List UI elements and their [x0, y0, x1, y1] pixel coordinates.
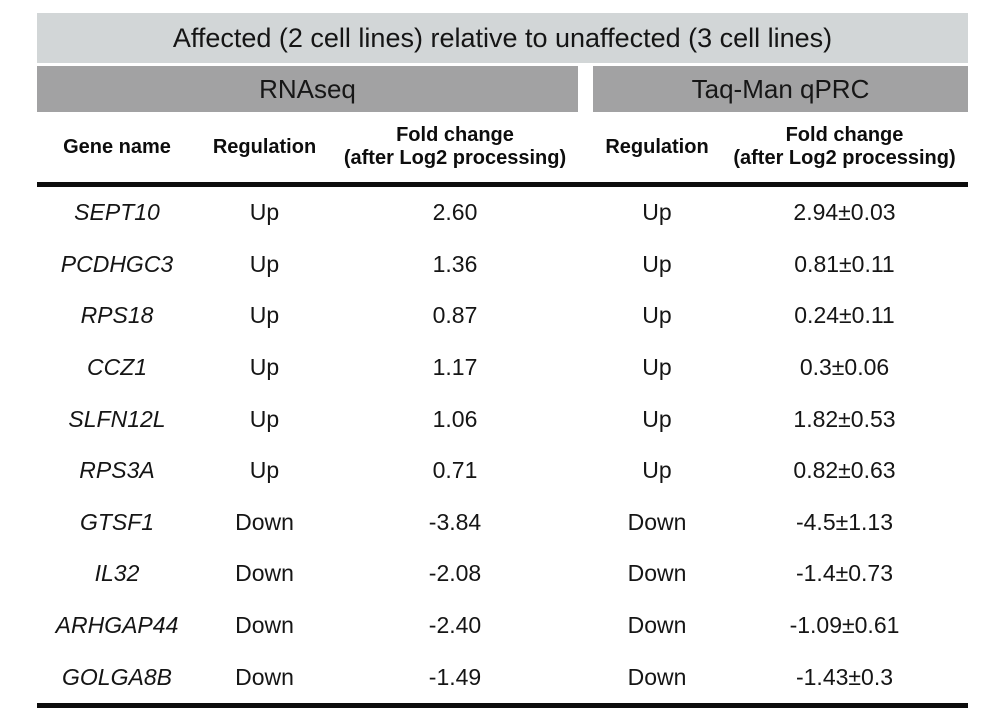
qpcr-fold-change-cell: 0.81±0.11: [794, 250, 895, 277]
qpcr-fold-change-cell: -4.5±1.13: [795, 508, 894, 535]
qpcr-regulation-cell: Up: [642, 199, 672, 226]
column-header-fold-rnaseq-line1: Fold change: [396, 124, 514, 146]
rnaseq-regulation-cell: Down: [235, 508, 294, 535]
column-gap-cell: [578, 187, 593, 239]
section-label-rnaseq: RNAseq: [259, 73, 356, 104]
qpcr-regulation-cell: Down: [627, 663, 687, 690]
table-row: GTSF1 Down -3.84 Down -4.5±1.13: [37, 497, 968, 549]
qpcr-fold-change-cell: -1.09±0.61: [789, 612, 900, 639]
column-gap-cell: [578, 548, 593, 600]
qpcr-regulation-cell: Down: [627, 560, 687, 587]
gene-name-cell: PCDHGC3: [60, 250, 174, 277]
qpcr-regulation-cell: Up: [642, 405, 672, 432]
band-divider: [37, 63, 968, 66]
rnaseq-regulation-cell: Up: [249, 354, 280, 381]
qpcr-regulation-cell: Down: [627, 508, 687, 535]
table-title: Affected (2 cell lines) relative to unaf…: [172, 22, 833, 53]
column-header-regulation-qpcr: Regulation: [593, 112, 721, 182]
qpcr-fold-change-cell: 0.3±0.06: [799, 354, 890, 381]
rnaseq-fold-change-cell: -1.49: [428, 663, 482, 690]
column-gap-cell: [578, 600, 593, 652]
qpcr-regulation-cell: Up: [642, 250, 672, 277]
table-row: IL32 Down -2.08 Down -1.4±0.73: [37, 548, 968, 600]
rnaseq-fold-change-cell: -3.84: [428, 508, 482, 535]
column-header-regulation-rnaseq-label: Regulation: [212, 135, 317, 158]
rnaseq-regulation-cell: Up: [249, 302, 280, 329]
column-gap-cell: [578, 342, 593, 394]
section-gap: [578, 66, 593, 112]
rnaseq-regulation-cell: Up: [249, 457, 280, 484]
section-header-qpcr: Taq-Man qPRC: [593, 66, 968, 112]
table-row: SLFN12L Up 1.06 Up 1.82±0.53: [37, 393, 968, 445]
rnaseq-regulation-cell: Down: [235, 663, 294, 690]
column-gap-cell: [578, 290, 593, 342]
gene-name-cell: ARHGAP44: [55, 612, 179, 639]
column-header-fold-rnaseq-line2: (after Log2 processing): [343, 147, 567, 169]
qpcr-regulation-cell: Up: [642, 457, 672, 484]
column-header-gene: Gene name: [37, 112, 197, 182]
rnaseq-regulation-cell: Down: [235, 560, 294, 587]
rnaseq-fold-change-cell: -2.40: [428, 612, 482, 639]
table-row: CCZ1 Up 1.17 Up 0.3±0.06: [37, 342, 968, 394]
qpcr-fold-change-cell: 1.82±0.53: [793, 405, 896, 432]
gene-name-cell: RPS3A: [79, 457, 155, 484]
table-row: ARHGAP44 Down -2.40 Down -1.09±0.61: [37, 600, 968, 652]
qpcr-fold-change-cell: 2.94±0.03: [793, 199, 896, 226]
table-title-band: Affected (2 cell lines) relative to unaf…: [37, 13, 968, 63]
column-header-fold-rnaseq: Fold change (after Log2 processing): [332, 112, 578, 182]
rnaseq-fold-change-cell: 0.71: [432, 457, 478, 484]
column-header-regulation-qpcr-label: Regulation: [605, 135, 709, 158]
bottom-rule: [37, 702, 968, 708]
rnaseq-fold-change-cell: 1.36: [432, 250, 478, 277]
header-rule: [37, 182, 968, 187]
qpcr-fold-change-cell: -1.4±0.73: [795, 560, 894, 587]
column-header-fold-qpcr-line2: (after Log2 processing): [733, 147, 956, 169]
column-gap-cell: [578, 497, 593, 549]
rnaseq-fold-change-cell: 2.60: [432, 199, 478, 226]
table-row: RPS18 Up 0.87 Up 0.24±0.11: [37, 290, 968, 342]
column-header-fold-qpcr: Fold change (after Log2 processing): [721, 112, 968, 182]
table-row: SEPT10 Up 2.60 Up 2.94±0.03: [37, 187, 968, 239]
table-body: SEPT10 Up 2.60 Up 2.94±0.03 PCDHGC3 Up 1…: [37, 187, 968, 703]
gene-name-cell: SEPT10: [74, 199, 160, 226]
column-header-gene-label: Gene name: [63, 135, 171, 158]
rnaseq-regulation-cell: Up: [249, 405, 280, 432]
gene-name-cell: CCZ1: [86, 354, 148, 381]
rnaseq-fold-change-cell: 0.87: [432, 302, 478, 329]
column-header-regulation-rnaseq: Regulation: [197, 112, 332, 182]
gene-name-cell: GTSF1: [79, 508, 155, 535]
qpcr-fold-change-cell: 0.24±0.11: [794, 302, 895, 329]
qpcr-regulation-cell: Up: [642, 354, 672, 381]
column-header-row: Gene name Regulation Fold change (after …: [37, 112, 968, 182]
rnaseq-regulation-cell: Down: [235, 612, 294, 639]
rnaseq-regulation-cell: Up: [249, 199, 280, 226]
gene-name-cell: IL32: [94, 560, 140, 587]
column-gap-cell: [578, 393, 593, 445]
section-header-rnaseq: RNAseq: [37, 66, 578, 112]
rnaseq-regulation-cell: Up: [249, 250, 280, 277]
comparison-table: Affected (2 cell lines) relative to unaf…: [37, 13, 968, 708]
gene-name-cell: SLFN12L: [68, 405, 166, 432]
column-gap-cell: [578, 651, 593, 703]
column-gap-cell: [578, 239, 593, 291]
column-header-fold-qpcr-line1: Fold change: [785, 124, 904, 146]
rnaseq-fold-change-cell: 1.06: [432, 405, 478, 432]
qpcr-fold-change-cell: 0.82±0.63: [793, 457, 896, 484]
table-row: RPS3A Up 0.71 Up 0.82±0.63: [37, 445, 968, 497]
gene-name-cell: GOLGA8B: [62, 663, 172, 690]
column-gap-cell: [578, 445, 593, 497]
qpcr-regulation-cell: Down: [627, 612, 687, 639]
table-row: GOLGA8B Down -1.49 Down -1.43±0.3: [37, 651, 968, 703]
table-row: PCDHGC3 Up 1.36 Up 0.81±0.11: [37, 239, 968, 291]
gene-name-cell: RPS18: [80, 302, 154, 329]
section-label-qpcr: Taq-Man qPRC: [691, 73, 870, 104]
column-header-spacer: [578, 112, 593, 182]
rnaseq-fold-change-cell: 1.17: [432, 354, 478, 381]
qpcr-regulation-cell: Up: [642, 302, 672, 329]
qpcr-fold-change-cell: -1.43±0.3: [795, 663, 894, 690]
section-header-row: RNAseq Taq-Man qPRC: [37, 66, 968, 112]
rnaseq-fold-change-cell: -2.08: [428, 560, 482, 587]
